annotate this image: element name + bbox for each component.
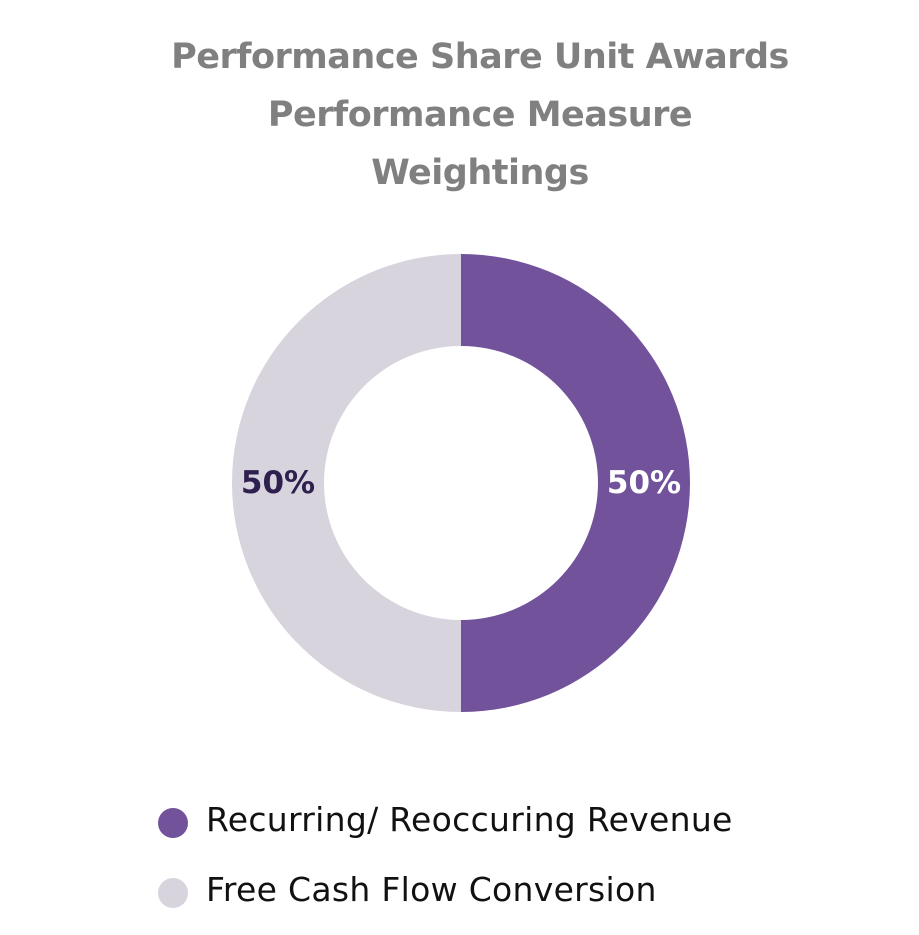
legend-label-recurring-revenue: Recurring/ Reoccuring Revenue	[206, 800, 733, 839]
chart-title-line-1: Performance Share Unit Awards	[171, 37, 789, 77]
chart-title-line-3: Weightings	[371, 153, 589, 193]
legend-swatch-recurring-revenue	[158, 808, 188, 838]
donut-slice-label-free-cash-flow: 50%	[241, 465, 315, 501]
donut-slice-free-cash-flow	[232, 254, 461, 712]
donut-slice-label-recurring-revenue: 50%	[607, 465, 681, 501]
legend-label-free-cash-flow: Free Cash Flow Conversion	[206, 870, 657, 909]
donut-slice-recurring-revenue	[461, 254, 690, 712]
legend-swatch-free-cash-flow	[158, 878, 188, 908]
chart-title-line-2: Performance Measure	[267, 95, 693, 135]
chart-title: Performance Share Unit Awards Performanc…	[0, 28, 919, 202]
